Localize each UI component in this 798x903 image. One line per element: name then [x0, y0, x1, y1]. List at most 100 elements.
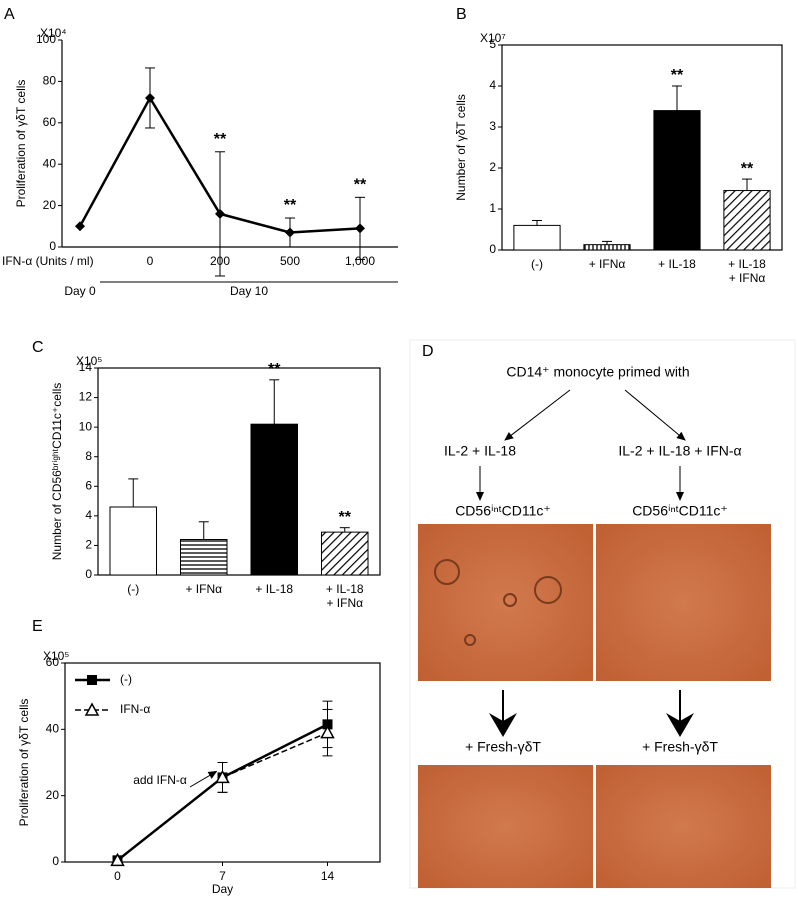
micrograph — [418, 765, 593, 888]
bar — [320, 531, 369, 576]
plot-frame — [97, 367, 381, 576]
x-tick-label: 500 — [280, 254, 300, 268]
y-tick-label: 60 — [43, 115, 57, 129]
group-label: Day 0 — [64, 284, 96, 298]
point — [87, 675, 97, 685]
y-tick-label: 0 — [489, 242, 496, 256]
cell-label: CD56ⁱⁿᵗCD11c⁺ — [455, 503, 551, 519]
y-multiplier: X10⁷ — [480, 31, 506, 45]
diagram-d: D CD14⁺ monocyte primed with IL-2 + IL-1… — [409, 339, 796, 889]
point — [75, 221, 85, 232]
y-tick-label: 0 — [49, 239, 56, 253]
x-tick-label: (-) — [531, 257, 543, 271]
point — [110, 852, 125, 867]
point — [215, 208, 225, 219]
bar — [109, 506, 158, 576]
y-tick-label: 0 — [52, 854, 59, 868]
bar — [583, 244, 631, 251]
y-multiplier: X10⁴ — [40, 26, 67, 40]
y-tick-label: 1 — [489, 201, 496, 215]
bar — [513, 224, 561, 251]
series-line — [117, 731, 328, 861]
arrow — [504, 389, 571, 441]
bar — [723, 190, 771, 251]
added-label: + Fresh-γδT — [465, 739, 541, 755]
significance: ** — [741, 160, 754, 177]
y-tick-label: 3 — [489, 119, 496, 133]
point — [145, 92, 155, 103]
x-tick-label: 0 — [147, 254, 154, 268]
condition-label: IL-2 + IL-18 — [444, 443, 516, 459]
x-tick-label: 1,000 — [345, 254, 375, 268]
legend-label: (-) — [120, 672, 132, 686]
significance: ** — [214, 131, 227, 148]
y-tick-label: 20 — [46, 788, 60, 802]
x-tick-label: + IL-18 + IFNα — [728, 257, 766, 285]
y-axis-label: Number of CD56ᵇʳⁱᵍʰᵗCD11c⁺cells — [50, 383, 64, 560]
x-tick-label: + IL-18 + IFNα — [326, 582, 364, 610]
cell-label: CD56ⁱⁿᵗCD11c⁺ — [632, 503, 728, 519]
micrograph — [596, 524, 771, 681]
y-multiplier: X10⁵ — [76, 354, 102, 368]
x-tick-label: + IFNα — [185, 582, 222, 596]
x-tick-label: + IL-18 — [658, 257, 696, 271]
y-tick-label: 2 — [489, 160, 496, 174]
point — [320, 725, 335, 739]
arrow — [624, 389, 686, 441]
y-tick-label: 4 — [489, 78, 496, 92]
added-label: + Fresh-γδT — [642, 739, 718, 755]
bar — [653, 110, 701, 251]
x-tick-label: + IFNα — [589, 257, 626, 271]
y-tick-label: 12 — [79, 390, 93, 404]
y-axis-label: Proliferation of γδT cells — [14, 80, 28, 208]
y-tick-label: 60 — [46, 655, 60, 669]
y-tick-label: 40 — [46, 722, 60, 736]
panel-label: A — [4, 6, 15, 23]
panel-label: C — [32, 339, 44, 356]
significance: ** — [671, 67, 684, 84]
point — [84, 702, 100, 716]
x-axis-title: IFN-α (Units / ml) — [2, 254, 94, 268]
y-axis-label: Proliferation of γδT cells — [17, 699, 31, 827]
y-tick-label: 10 — [79, 419, 93, 433]
y-tick-label: 40 — [43, 156, 57, 170]
significance: ** — [284, 197, 297, 214]
plot-frame — [501, 44, 783, 251]
legend-label: IFN-α — [120, 702, 150, 716]
annotation-arrow — [189, 770, 218, 788]
point — [215, 769, 230, 784]
annotation: add IFN-α — [133, 773, 187, 787]
y-axis-label: Number of γδT cells — [454, 94, 468, 201]
y-tick-label: 4 — [85, 508, 92, 522]
x-axis-label: Day — [212, 882, 233, 896]
y-tick-label: 80 — [43, 74, 57, 88]
micrograph — [596, 765, 771, 888]
x-tick-label: 14 — [321, 869, 335, 883]
x-tick-label: (-) — [127, 582, 139, 596]
condition-label: IL-2 + IL-18 + IFN-α — [618, 443, 741, 459]
bar — [250, 423, 299, 576]
y-tick-label: 14 — [79, 360, 93, 374]
y-tick-label: 0 — [85, 567, 92, 581]
panel-label: E — [32, 618, 43, 635]
bar — [179, 539, 228, 576]
significance: ** — [354, 177, 367, 194]
y-tick-label: 100 — [36, 32, 56, 46]
point — [285, 227, 295, 238]
point — [355, 223, 365, 234]
root-label: CD14⁺ monocyte primed with — [506, 364, 689, 380]
group-label: Day 10 — [230, 284, 268, 298]
x-tick-label: 0 — [114, 869, 121, 883]
y-tick-label: 20 — [43, 198, 57, 212]
x-tick-label: + IL-18 — [255, 582, 293, 596]
y-multiplier: X10⁵ — [43, 649, 69, 663]
y-tick-label: 2 — [85, 538, 92, 552]
y-tick-label: 6 — [85, 478, 92, 492]
y-tick-label: 5 — [489, 37, 496, 51]
panel-label: D — [422, 343, 434, 360]
y-tick-label: 8 — [85, 449, 92, 463]
significance: ** — [339, 509, 352, 526]
panel-label: B — [456, 6, 467, 23]
x-tick-label: 7 — [219, 869, 226, 883]
